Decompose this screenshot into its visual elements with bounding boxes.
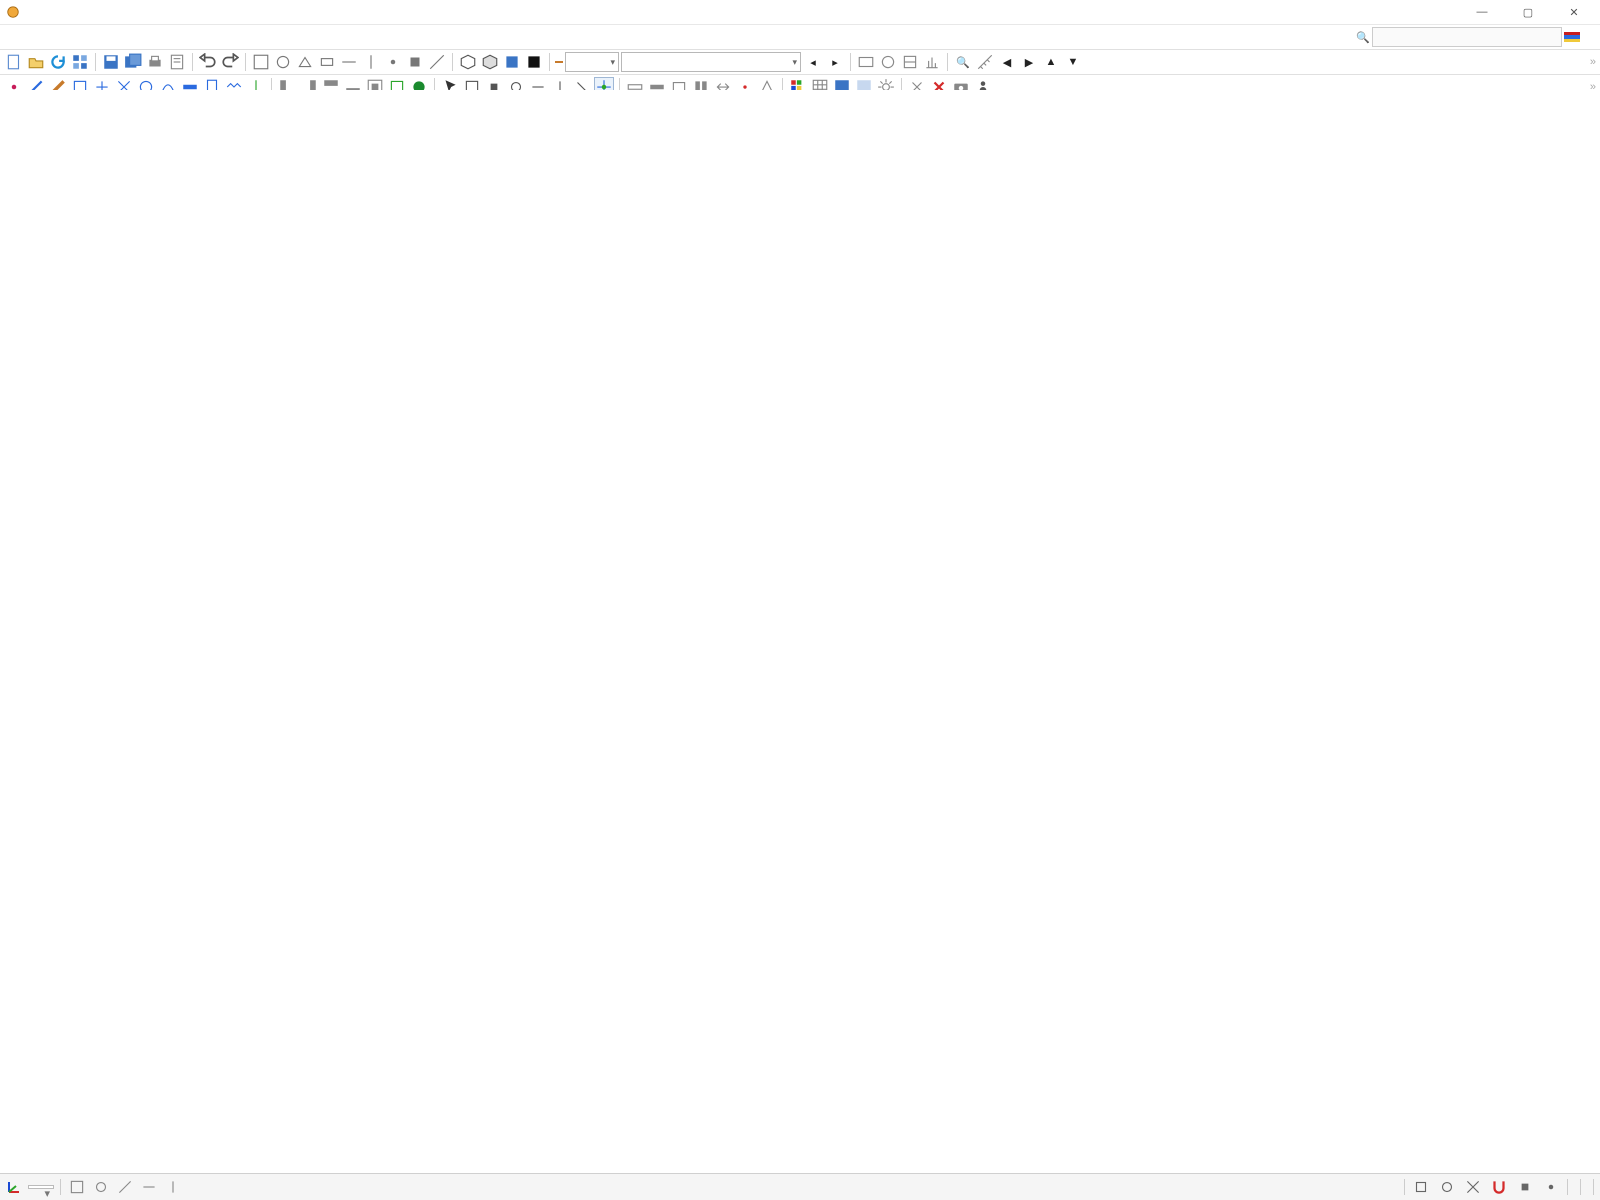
- sb-snap-c-icon[interactable]: [1463, 1177, 1483, 1197]
- tb-generic-3-icon[interactable]: [295, 52, 315, 72]
- menu-results[interactable]: [114, 35, 130, 39]
- tb-redo-icon[interactable]: [220, 52, 240, 72]
- sb-magnet-icon[interactable]: [1489, 1177, 1509, 1197]
- tb-extra-3-icon[interactable]: [900, 52, 920, 72]
- sb-i1-icon[interactable]: [67, 1177, 87, 1197]
- app-icon: [6, 5, 20, 19]
- menu-cad-bim[interactable]: [186, 35, 202, 39]
- tb-lc-prev-icon[interactable]: ◂: [803, 52, 823, 72]
- sb-cs-icon: [6, 1179, 22, 1195]
- menu-assign[interactable]: [78, 35, 94, 39]
- tb-extra-2-icon[interactable]: [878, 52, 898, 72]
- tb-saveall-icon[interactable]: [123, 52, 143, 72]
- workspace: [0, 90, 1600, 1174]
- menu-tools[interactable]: [132, 35, 148, 39]
- sb-icons-group: [67, 1177, 183, 1197]
- sb-snap-a-icon[interactable]: [1411, 1177, 1431, 1197]
- window-minimize-button[interactable]: —: [1462, 1, 1502, 23]
- tb-open-icon[interactable]: [26, 52, 46, 72]
- tb-arrow-r-icon[interactable]: ▶: [1019, 52, 1039, 72]
- tb-blocks-icon[interactable]: [70, 52, 90, 72]
- sb-cs-select[interactable]: [28, 1185, 54, 1189]
- sb-i2-icon[interactable]: [91, 1177, 111, 1197]
- window-maximize-button[interactable]: ▢: [1508, 1, 1548, 23]
- menu-window[interactable]: [168, 35, 184, 39]
- tb-view-black-icon[interactable]: [524, 52, 544, 72]
- sb-i5-icon[interactable]: [163, 1177, 183, 1197]
- menu-bar: 🔍: [0, 25, 1600, 50]
- window-close-button[interactable]: ✕: [1554, 1, 1594, 23]
- tb-report-icon[interactable]: [167, 52, 187, 72]
- sb-snap-d-icon[interactable]: [1515, 1177, 1535, 1197]
- tb-generic-5-icon[interactable]: [339, 52, 359, 72]
- search-icon: 🔍: [1356, 31, 1370, 44]
- title-bar: — ▢ ✕: [0, 0, 1600, 25]
- tb-arrow-d-icon[interactable]: ▼: [1063, 52, 1083, 72]
- keyword-search-input[interactable]: [1372, 27, 1562, 47]
- tb-ae-badge[interactable]: [555, 61, 563, 63]
- menu-edit[interactable]: [24, 35, 40, 39]
- tb-view-solid-icon[interactable]: [502, 52, 522, 72]
- tb-save-icon[interactable]: [101, 52, 121, 72]
- tb-undo-icon[interactable]: [198, 52, 218, 72]
- sb-i3-icon[interactable]: [115, 1177, 135, 1197]
- tb-lc-next-icon[interactable]: ▸: [825, 52, 845, 72]
- tb-extra-1-icon[interactable]: [856, 52, 876, 72]
- tb-lc-name-select[interactable]: [621, 52, 801, 72]
- tb-search-icon[interactable]: 🔍: [953, 52, 973, 72]
- tb-generic-6-icon[interactable]: [361, 52, 381, 72]
- tb-view-iso-icon[interactable]: [458, 52, 478, 72]
- menu-options[interactable]: [150, 35, 166, 39]
- sb-i4-icon[interactable]: [139, 1177, 159, 1197]
- tb-generic-7-icon[interactable]: [383, 52, 403, 72]
- tb-view-wire-icon[interactable]: [480, 52, 500, 72]
- tb-generic-4-icon[interactable]: [317, 52, 337, 72]
- sb-snap-b-icon[interactable]: [1437, 1177, 1457, 1197]
- menu-view[interactable]: [42, 35, 58, 39]
- tb-measure-icon[interactable]: [975, 52, 995, 72]
- tb-lc-number-select[interactable]: [565, 52, 619, 72]
- sb-snap-e-icon[interactable]: [1541, 1177, 1561, 1197]
- menu-help[interactable]: [204, 35, 220, 39]
- tb-generic-9-icon[interactable]: [427, 52, 447, 72]
- tb-generic-2-icon[interactable]: [273, 52, 293, 72]
- menu-calculate[interactable]: [96, 35, 112, 39]
- tb-extra-4-icon[interactable]: [922, 52, 942, 72]
- tb-print-icon[interactable]: [145, 52, 165, 72]
- tb-new-icon[interactable]: [4, 52, 24, 72]
- tb-generic-8-icon[interactable]: [405, 52, 425, 72]
- tb-generic-1-icon[interactable]: [251, 52, 271, 72]
- tb-arrow-l-icon[interactable]: ◀: [997, 52, 1017, 72]
- menu-insert[interactable]: [60, 35, 76, 39]
- license-flag-icon: [1564, 29, 1580, 45]
- tb-arrow-u-icon[interactable]: ▲: [1041, 52, 1061, 72]
- tb-refresh-icon[interactable]: [48, 52, 68, 72]
- toolbar-main: ◂ ▸ 🔍 ◀ ▶ ▲ ▼ »: [0, 50, 1600, 75]
- status-bar: [0, 1173, 1600, 1200]
- menu-file[interactable]: [6, 35, 22, 39]
